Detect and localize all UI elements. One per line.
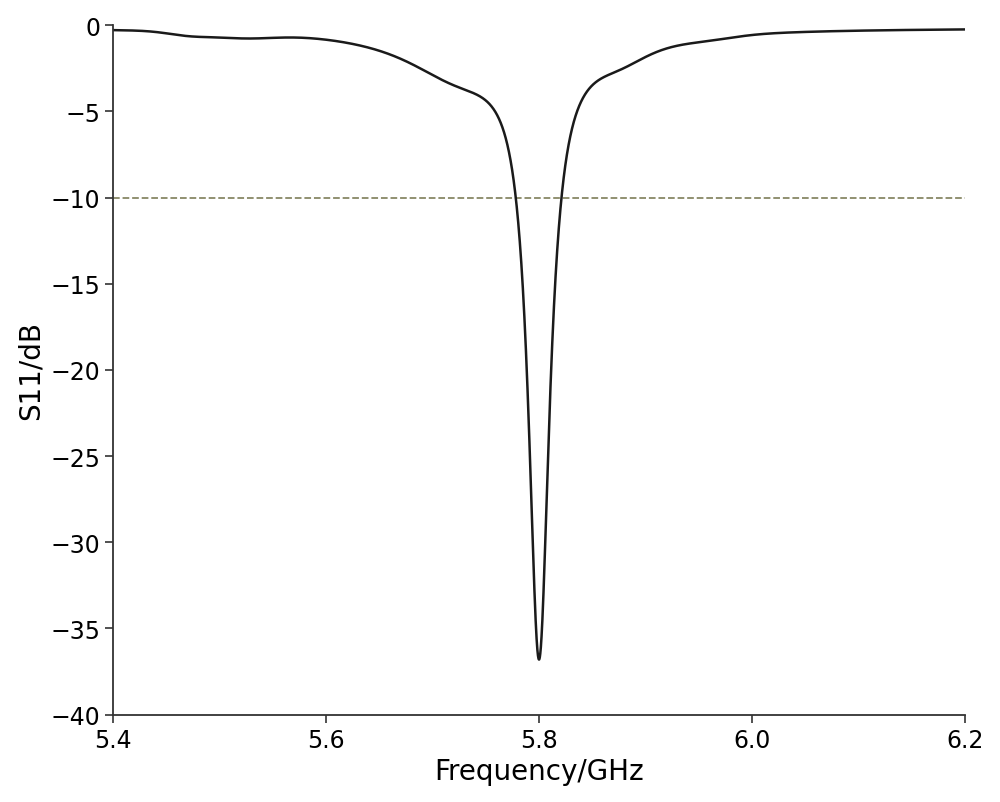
Y-axis label: S11/dB: S11/dB	[17, 321, 45, 420]
X-axis label: Frequency/GHz: Frequency/GHz	[434, 757, 644, 785]
